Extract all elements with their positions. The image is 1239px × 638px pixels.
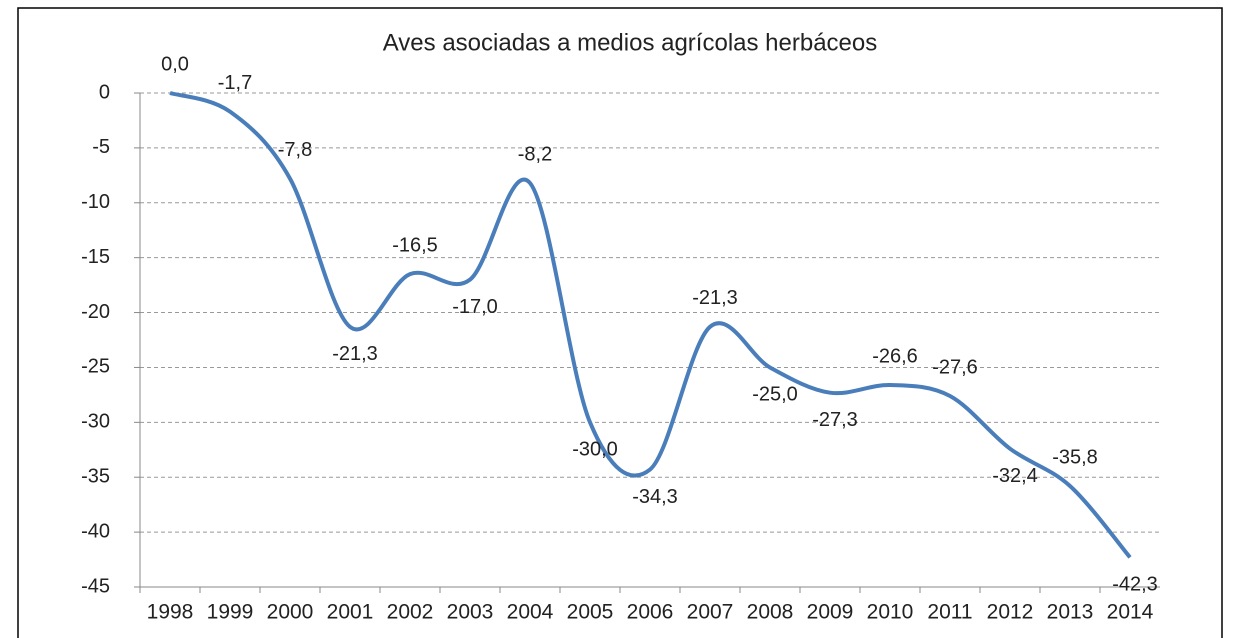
x-tick-label: 2008 bbox=[747, 601, 794, 624]
y-tick-label: -40 bbox=[81, 520, 110, 542]
data-label: -1,7 bbox=[218, 72, 252, 94]
x-tick-label: 2000 bbox=[267, 601, 314, 624]
data-label: -27,3 bbox=[812, 409, 858, 431]
frame bbox=[17, 7, 1223, 638]
x-tick-label: 1999 bbox=[207, 601, 254, 624]
y-tick-label: 0 bbox=[99, 81, 110, 103]
data-label: -25,0 bbox=[752, 384, 798, 406]
data-label: 0,0 bbox=[161, 53, 189, 75]
data-label: -8,2 bbox=[518, 143, 552, 165]
x-tick-label: 2001 bbox=[327, 601, 374, 624]
y-tick-label: -15 bbox=[81, 246, 110, 268]
x-tick-label: 2013 bbox=[1047, 601, 1094, 624]
y-tick-label: -10 bbox=[81, 191, 110, 213]
x-tick-label: 2010 bbox=[867, 601, 914, 624]
y-tick-label: -5 bbox=[92, 136, 110, 158]
data-label: -32,4 bbox=[992, 465, 1038, 487]
x-tick-label: 2012 bbox=[987, 601, 1034, 624]
data-label: -7,8 bbox=[278, 139, 312, 161]
data-line bbox=[169, 91, 1132, 559]
x-tick-label: 2007 bbox=[687, 601, 734, 624]
data-label: -21,3 bbox=[332, 343, 378, 365]
data-label: -26,6 bbox=[872, 345, 918, 367]
data-label: -35,8 bbox=[1052, 446, 1098, 468]
x-tick-label: 2005 bbox=[567, 601, 614, 624]
data-label: -30,0 bbox=[572, 439, 618, 461]
x-tick-label: 2011 bbox=[927, 601, 972, 624]
data-label: -27,6 bbox=[932, 356, 978, 378]
y-tick-label: -30 bbox=[81, 411, 110, 433]
data-label: -21,3 bbox=[692, 287, 738, 309]
x-tick-label: 2006 bbox=[627, 601, 674, 624]
chart-title: Aves asociadas a medios agrícolas herbác… bbox=[383, 29, 878, 56]
x-tick-label: 2003 bbox=[447, 601, 494, 624]
y-tick-label: -25 bbox=[81, 356, 110, 378]
data-label: -16,5 bbox=[392, 234, 438, 256]
x-tick-label: 2002 bbox=[387, 601, 434, 624]
data-label: -42,3 bbox=[1112, 574, 1158, 596]
data-label: -17,0 bbox=[452, 296, 498, 318]
y-tick-label: -20 bbox=[81, 301, 110, 323]
x-tick-label: 2014 bbox=[1107, 601, 1154, 624]
x-tick-label: 2004 bbox=[507, 601, 554, 624]
y-tick-label: -35 bbox=[81, 466, 110, 488]
x-tick-label: 2009 bbox=[807, 601, 854, 624]
x-tick-label: 1998 bbox=[147, 601, 194, 624]
y-tick-label: -45 bbox=[81, 575, 110, 597]
data-label: -34,3 bbox=[632, 486, 678, 508]
